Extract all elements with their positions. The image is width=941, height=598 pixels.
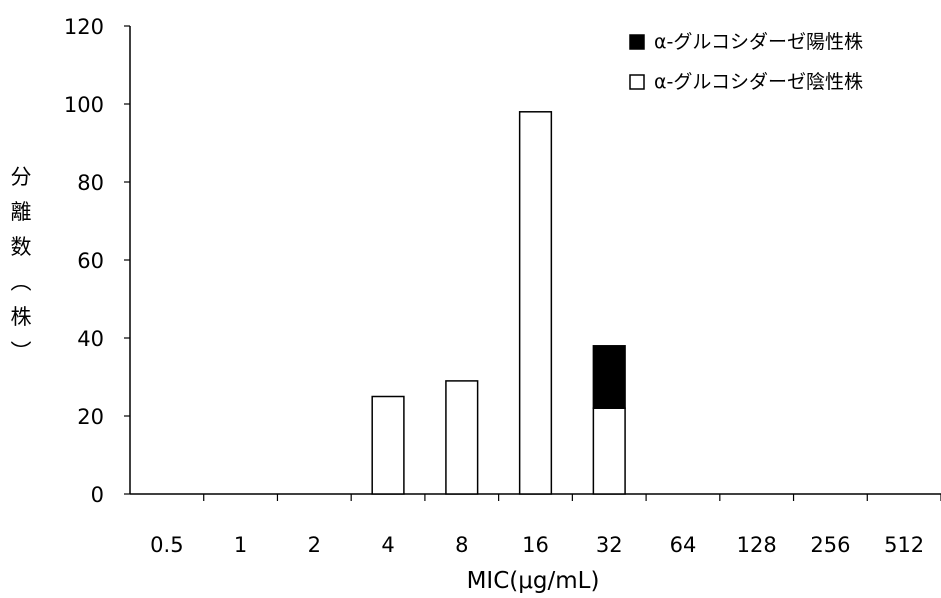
y-tick-label: 100 [64, 93, 104, 117]
y-tick-label: 20 [77, 405, 104, 429]
x-tick-label: 2 [308, 533, 321, 557]
x-tick-label: 8 [455, 533, 468, 557]
y-tick-label: 80 [77, 171, 104, 195]
y-axis-label: 分 離 数 ︵ 株 ︶ [8, 160, 34, 370]
y-label-char: 分 [10, 165, 32, 189]
x-axis-label: MIC(μg/mL) [467, 568, 600, 594]
legend-swatch [629, 34, 645, 50]
x-tick-label: 512 [884, 533, 924, 557]
x-tick-label: 16 [522, 533, 549, 557]
y-label-char: 離 [10, 200, 32, 224]
x-tick-label: 1 [234, 533, 247, 557]
bar-negative [592, 407, 626, 495]
x-tick-label: 256 [810, 533, 850, 557]
x-tick-label: 4 [381, 533, 394, 557]
legend-label: α-グルコシダーゼ陽性株 [654, 31, 863, 53]
axes: 0 20 40 60 80 100 120 0.5 1 2 4 8 16 32 64 128 256 512 [64, 15, 941, 557]
y-label-char: 株 [10, 305, 32, 329]
legend-swatch [629, 74, 645, 90]
y-label-char: ︵ [10, 270, 32, 294]
y-tick-label: 40 [77, 327, 104, 351]
y-tick-label: 60 [77, 249, 104, 273]
bar-negative [371, 395, 405, 495]
bar-positive [592, 345, 626, 409]
y-tick-label: 120 [64, 15, 104, 39]
y-label-char: 数 [10, 235, 32, 259]
y-label-char: ︶ [10, 340, 32, 364]
x-tick-label: 32 [596, 533, 623, 557]
legend: α-グルコシダーゼ陽性株 α-グルコシダーゼ陰性株 [629, 31, 863, 93]
bar-negative [445, 380, 479, 495]
bars [371, 111, 626, 495]
x-tick-label: 0.5 [150, 533, 183, 557]
legend-label: α-グルコシダーゼ陰性株 [654, 71, 863, 93]
y-tick-label: 0 [91, 483, 104, 507]
bar-negative [518, 111, 553, 495]
x-tick-label: 128 [737, 533, 777, 557]
x-tick-label: 64 [670, 533, 697, 557]
